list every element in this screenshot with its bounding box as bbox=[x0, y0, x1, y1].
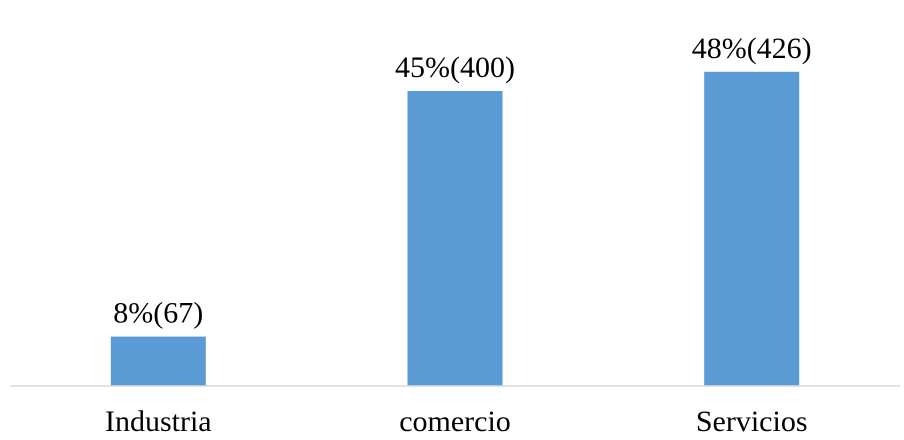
bar-industria bbox=[110, 336, 206, 386]
bars-layer bbox=[110, 71, 800, 387]
category-label-servicios: Servicios bbox=[696, 405, 808, 438]
category-label-industria: Industria bbox=[105, 405, 212, 438]
data-label-comercio: 45%(400) bbox=[395, 51, 515, 84]
bar-comercio bbox=[407, 91, 503, 386]
data-labels-layer: 8%(67) 45%(400) 48%(426) bbox=[113, 32, 811, 330]
category-label-comercio: comercio bbox=[399, 405, 511, 438]
data-label-servicios: 48%(426) bbox=[692, 32, 812, 65]
bar-servicios bbox=[704, 71, 800, 387]
data-label-industria: 8%(67) bbox=[113, 297, 203, 330]
category-labels-layer: Industria comercio Servicios bbox=[105, 405, 808, 438]
